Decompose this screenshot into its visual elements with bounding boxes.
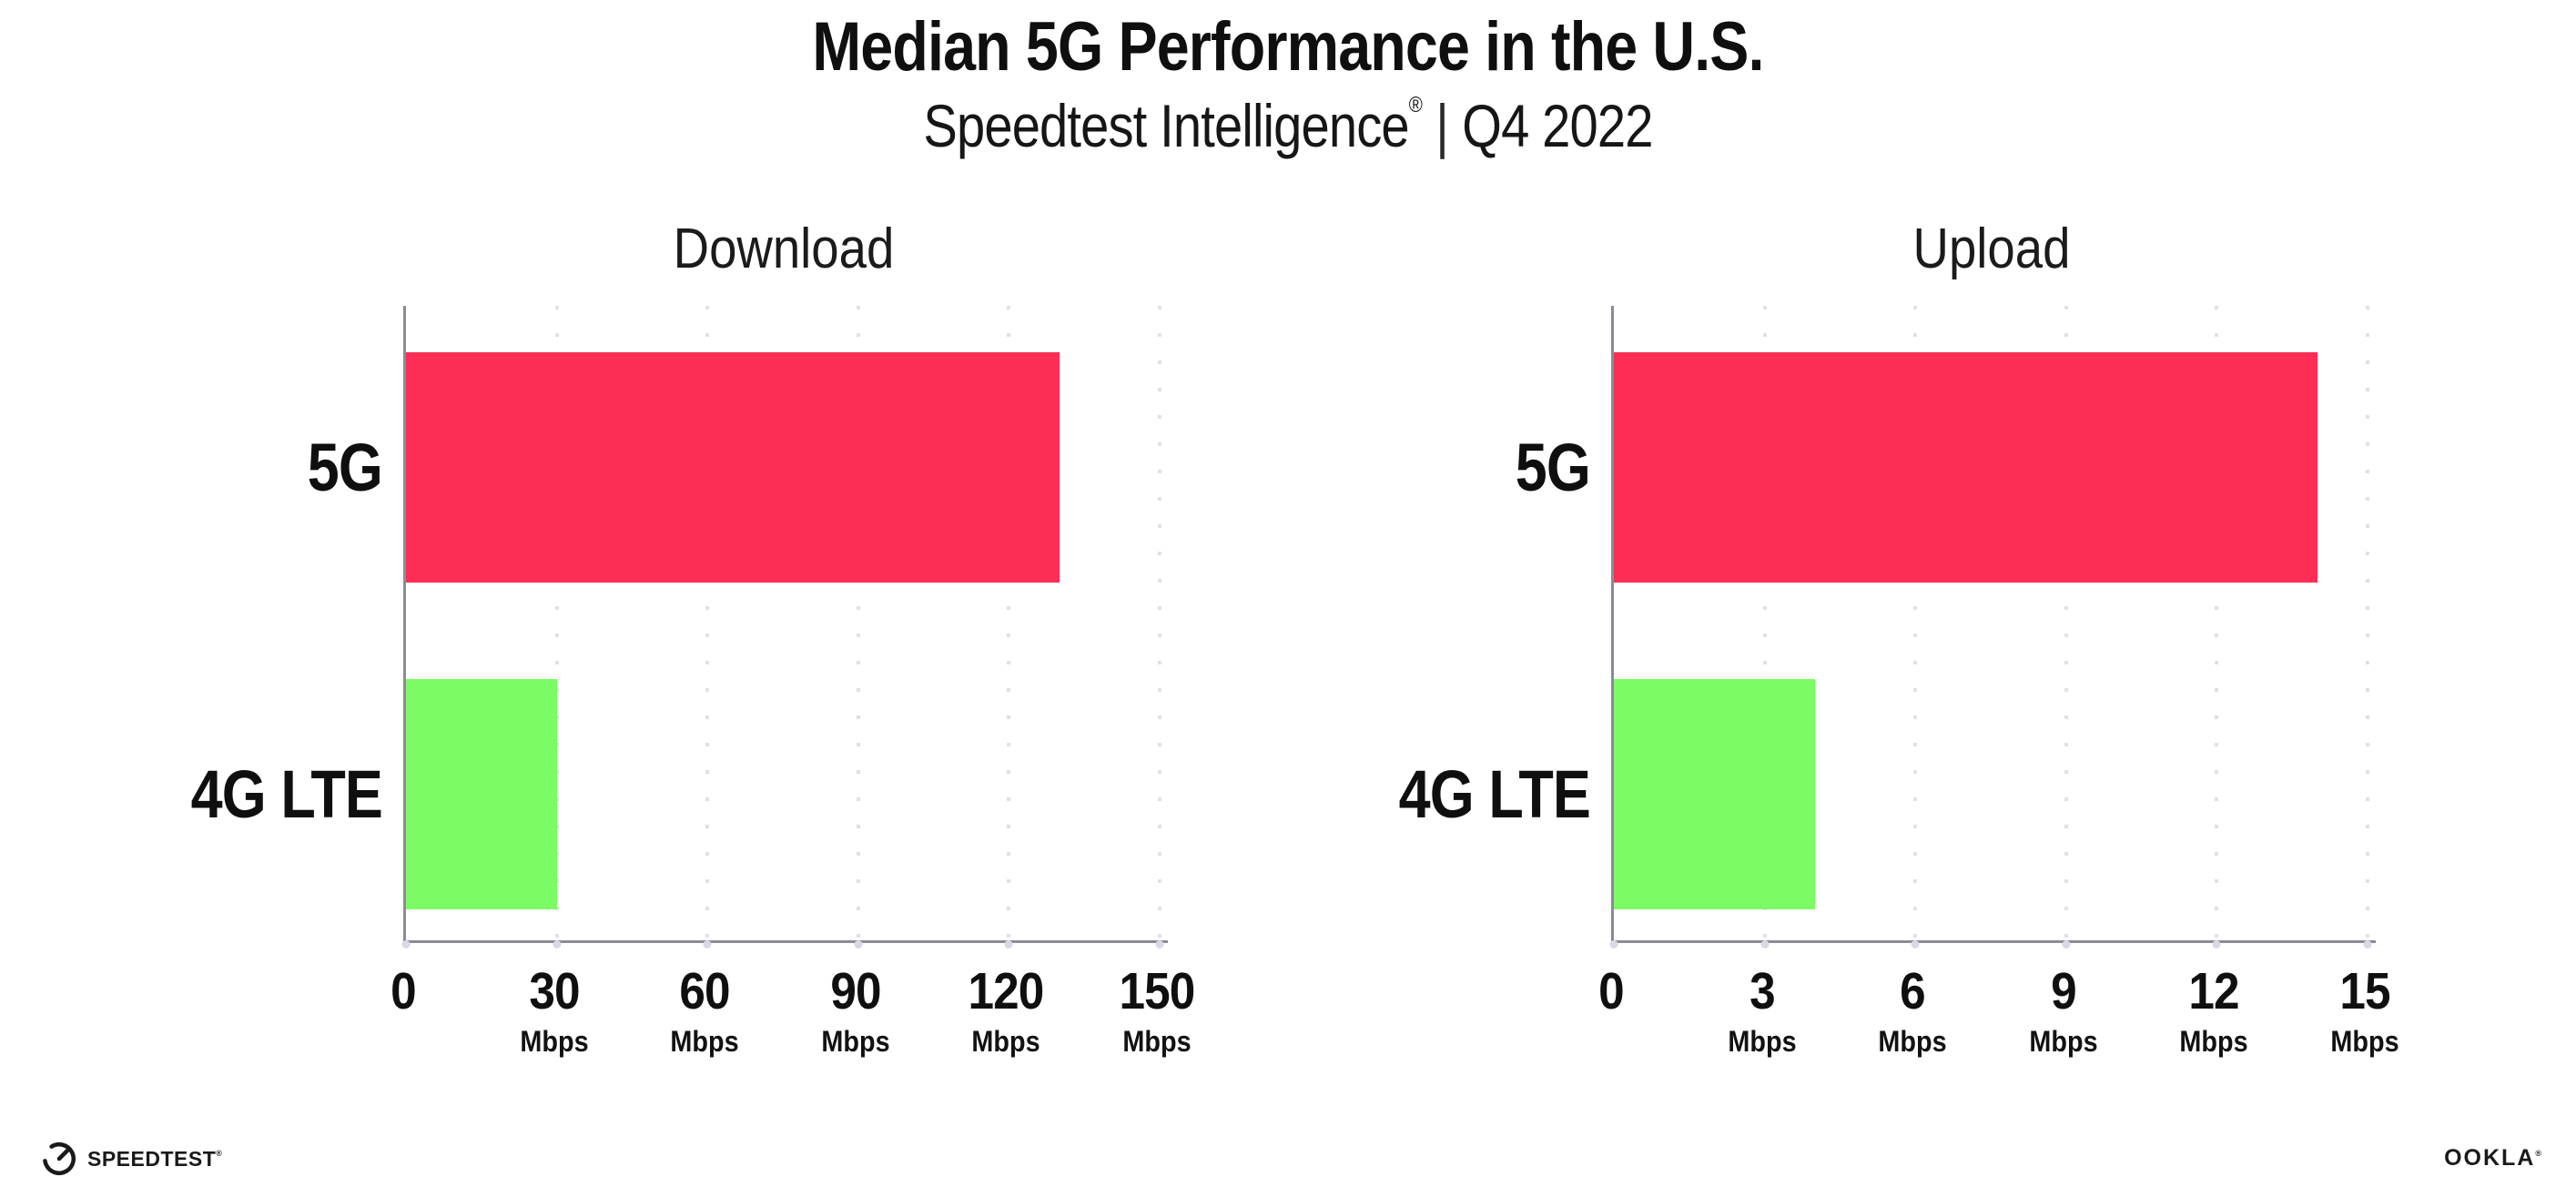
page-subtitle: Speedtest Intelligence® | Q4 2022 xyxy=(193,91,2383,160)
tick-unit: Mbps xyxy=(1878,1025,1947,1058)
speedtest-gauge-icon xyxy=(42,1141,76,1176)
speedtest-label: SPEEDTEST xyxy=(87,1146,217,1171)
gridline xyxy=(1158,306,1161,943)
tick-unit: Mbps xyxy=(821,1025,890,1058)
x-tick: 60 Mbps xyxy=(627,963,782,1058)
category-label-5g: 5G xyxy=(307,430,383,505)
x-tick: 9 Mbps xyxy=(1986,963,2141,1058)
tick-value: 12 xyxy=(2188,962,2240,1020)
axis-tick-dot xyxy=(1609,940,1618,948)
axis-tick-dot xyxy=(553,940,562,948)
category-label-5g: 5G xyxy=(1515,430,1591,505)
tick-value: 0 xyxy=(1598,962,1625,1020)
registered-mark-icon: ® xyxy=(216,1148,223,1158)
tick-value: 6 xyxy=(1900,962,1926,1020)
chart-title-download: Download xyxy=(673,218,895,280)
axis-tick-dot xyxy=(1155,940,1164,948)
x-tick: 0 xyxy=(1534,963,1689,1019)
gridline xyxy=(2064,306,2068,943)
tick-unit: Mbps xyxy=(971,1025,1040,1058)
tick-value: 30 xyxy=(528,962,580,1020)
x-tick: 150 Mbps xyxy=(1080,963,1234,1058)
tick-value: 120 xyxy=(968,962,1045,1020)
subtitle-separator: | xyxy=(1435,92,1449,159)
tick-value: 9 xyxy=(2050,962,2077,1020)
gridline xyxy=(705,306,710,943)
gridline xyxy=(1913,306,1918,943)
category-label-4g-lte: 4G LTE xyxy=(190,756,383,832)
bar-download-5g xyxy=(406,352,1060,583)
x-tick: 15 Mbps xyxy=(2287,963,2442,1058)
axis-tick-dot xyxy=(854,940,863,948)
tick-value: 15 xyxy=(2339,962,2390,1020)
gridline xyxy=(2366,306,2369,943)
subtitle-period: Q4 2022 xyxy=(1462,92,1653,159)
tick-unit: Mbps xyxy=(1122,1025,1192,1058)
upload-gridlines xyxy=(1609,306,2372,948)
subtitle-brand: Speedtest Intelligence xyxy=(923,92,1409,159)
category-label-4g-lte: 4G LTE xyxy=(1398,756,1591,832)
axis-tick-dot xyxy=(1760,940,1770,948)
axis-tick-dot xyxy=(2212,940,2221,948)
x-tick: 3 Mbps xyxy=(1685,963,1840,1058)
speedtest-wordmark: SPEEDTEST® xyxy=(87,1147,222,1172)
gridline xyxy=(856,306,860,943)
tick-value: 0 xyxy=(390,962,417,1020)
registered-mark-icon: ® xyxy=(1408,93,1423,117)
chart-title-upload: Upload xyxy=(1912,218,2071,280)
tick-value: 3 xyxy=(1749,962,1776,1020)
gridline xyxy=(1007,306,1011,943)
axis-tick-dot xyxy=(1004,940,1013,948)
tick-unit: Mbps xyxy=(1727,1025,1797,1058)
x-tick: 6 Mbps xyxy=(1835,963,1990,1058)
ookla-label: OOKLA xyxy=(2444,1145,2536,1171)
axis-tick-dot xyxy=(2363,940,2372,948)
gridline xyxy=(554,306,559,943)
axis-tick-dot xyxy=(401,940,411,948)
download-plot-area xyxy=(401,306,1168,948)
gridline xyxy=(2215,306,2219,943)
tick-value: 90 xyxy=(830,962,881,1020)
bar-upload-5g xyxy=(1614,352,2317,583)
tick-unit: Mbps xyxy=(519,1025,589,1058)
upload-plot-area xyxy=(1609,306,2376,948)
tick-unit: Mbps xyxy=(670,1025,739,1058)
axis-tick-dot xyxy=(2062,940,2071,948)
tick-unit: Mbps xyxy=(2029,1025,2098,1058)
page-title: Median 5G Performance in the U.S. xyxy=(812,8,1764,86)
download-gridlines xyxy=(401,306,1164,948)
download-x-axis-ticks: 0 30 Mbps 60 Mbps 90 Mbps 120 Mbps 150 M… xyxy=(390,963,1195,1100)
x-tick: 30 Mbps xyxy=(477,963,632,1058)
x-tick: 12 Mbps xyxy=(2136,963,2291,1058)
tick-unit: Mbps xyxy=(2179,1025,2248,1058)
tick-unit: Mbps xyxy=(2330,1025,2399,1058)
bar-upload-4g-lte xyxy=(1614,679,1815,909)
x-tick: 90 Mbps xyxy=(778,963,933,1058)
gridline xyxy=(1762,306,1767,943)
axis-tick-dot xyxy=(703,940,712,948)
x-tick: 120 Mbps xyxy=(928,963,1083,1058)
bar-download-4g-lte xyxy=(406,679,557,909)
axis-tick-dot xyxy=(1911,940,1920,948)
speedtest-logo: SPEEDTEST® xyxy=(40,1140,222,1178)
registered-mark-icon: ® xyxy=(2535,1149,2543,1158)
ookla-logo: OOKLA® xyxy=(2444,1145,2543,1172)
tick-value: 150 xyxy=(1119,962,1196,1020)
upload-x-axis-ticks: 0 3 Mbps 6 Mbps 9 Mbps 12 Mbps 15 Mbps xyxy=(1598,963,2399,1100)
x-tick: 0 xyxy=(326,963,481,1019)
tick-value: 60 xyxy=(679,962,731,1020)
